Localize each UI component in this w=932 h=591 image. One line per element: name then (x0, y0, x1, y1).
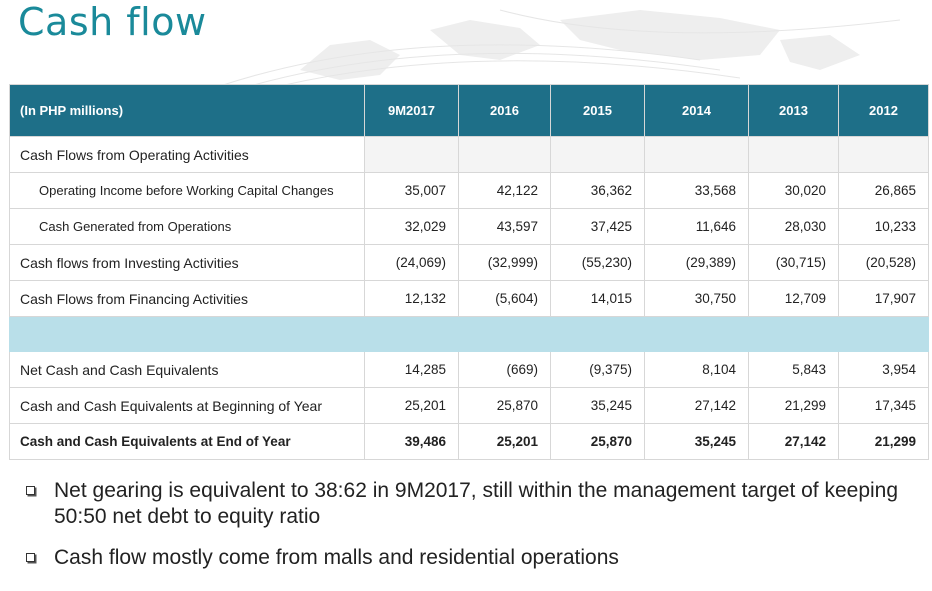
cell-value: 11,646 (644, 208, 749, 245)
table-row: Cash Flows from Financing Activities 12,… (9, 280, 929, 317)
cell-value: 5,843 (748, 351, 839, 388)
section-row: Cash Flows from Operating Activities (9, 136, 929, 173)
cell-value: 27,142 (644, 387, 749, 424)
cell-value: 35,245 (550, 387, 645, 424)
cell-value: 30,750 (644, 280, 749, 317)
cell-value: 3,954 (838, 351, 929, 388)
year-header: 2016 (458, 84, 551, 137)
cell-value: 27,142 (748, 423, 839, 460)
cell-value: 25,870 (550, 423, 645, 460)
row-label: Cash and Cash Equivalents at End of Year (9, 423, 365, 460)
bullet-text: Cash flow mostly come from malls and res… (54, 546, 619, 569)
cell-value: 12,132 (364, 280, 459, 317)
cell-value: 42,122 (458, 172, 551, 209)
cell-value: (9,375) (550, 351, 645, 388)
bullet-item: Cash flow mostly come from malls and res… (22, 545, 912, 571)
bullet-list: Net gearing is equivalent to 38:62 in 9M… (22, 478, 912, 586)
cell-value: 25,201 (364, 387, 459, 424)
cell-value: 21,299 (748, 387, 839, 424)
table-header-row: (In PHP millions) 9M2017 2016 2015 2014 … (9, 84, 929, 137)
cell-value: (669) (458, 351, 551, 388)
hollow-square-bullet-icon (26, 486, 35, 495)
cell-value: 10,233 (838, 208, 929, 245)
cell-value: 39,486 (364, 423, 459, 460)
hollow-square-bullet-icon (26, 553, 35, 562)
row-label: Cash Generated from Operations (9, 208, 365, 245)
cell-value: (30,715) (748, 244, 839, 281)
table-row: Net Cash and Cash Equivalents 14,285 (66… (9, 351, 929, 388)
cell-value: 17,907 (838, 280, 929, 317)
cell-value: (29,389) (644, 244, 749, 281)
bullet-item: Net gearing is equivalent to 38:62 in 9M… (22, 478, 912, 530)
world-map-watermark (219, 9, 901, 86)
cell-value: (55,230) (550, 244, 645, 281)
cell-value: 37,425 (550, 208, 645, 245)
cell-value: 12,709 (748, 280, 839, 317)
cell-value: 21,299 (838, 423, 929, 460)
cell-value: 32,029 (364, 208, 459, 245)
year-header: 2014 (644, 84, 749, 137)
row-label: Net Cash and Cash Equivalents (9, 351, 365, 388)
cell-value: 26,865 (838, 172, 929, 209)
cell-value: 43,597 (458, 208, 551, 245)
table-row: Cash Generated from Operations 32,029 43… (9, 208, 929, 245)
row-label: Cash Flows from Financing Activities (9, 280, 365, 317)
cell-value: 14,285 (364, 351, 459, 388)
cell-value: 35,245 (644, 423, 749, 460)
cash-flow-table: (In PHP millions) 9M2017 2016 2015 2014 … (9, 84, 929, 460)
separator-band (9, 316, 929, 352)
year-header: 2015 (550, 84, 645, 137)
cell-value: 33,568 (644, 172, 749, 209)
year-header: 2013 (748, 84, 839, 137)
row-label: Operating Income before Working Capital … (9, 172, 365, 209)
year-header: 9M2017 (364, 84, 459, 137)
year-header: 2012 (838, 84, 929, 137)
bullet-text: Net gearing is equivalent to 38:62 in 9M… (54, 479, 899, 528)
section-label: Cash Flows from Operating Activities (9, 136, 365, 173)
units-header: (In PHP millions) (9, 84, 365, 137)
cell-value: 30,020 (748, 172, 839, 209)
cell-value: (20,528) (838, 244, 929, 281)
row-label: Cash and Cash Equivalents at Beginning o… (9, 387, 365, 424)
cell-value: (24,069) (364, 244, 459, 281)
page-title: Cash flow (18, 0, 207, 44)
cell-value: 25,201 (458, 423, 551, 460)
cell-value: 8,104 (644, 351, 749, 388)
total-row: Cash and Cash Equivalents at End of Year… (9, 423, 929, 460)
cell-value: 35,007 (364, 172, 459, 209)
cell-value: 14,015 (550, 280, 645, 317)
cell-value: (5,604) (458, 280, 551, 317)
cell-value: (32,999) (458, 244, 551, 281)
cell-value: 25,870 (458, 387, 551, 424)
table-row: Cash and Cash Equivalents at Beginning o… (9, 387, 929, 424)
table-row: Operating Income before Working Capital … (9, 172, 929, 209)
cell-value: 36,362 (550, 172, 645, 209)
cell-value: 28,030 (748, 208, 839, 245)
table-row: Cash flows from Investing Activities (24… (9, 244, 929, 281)
row-label: Cash flows from Investing Activities (9, 244, 365, 281)
cell-value: 17,345 (838, 387, 929, 424)
